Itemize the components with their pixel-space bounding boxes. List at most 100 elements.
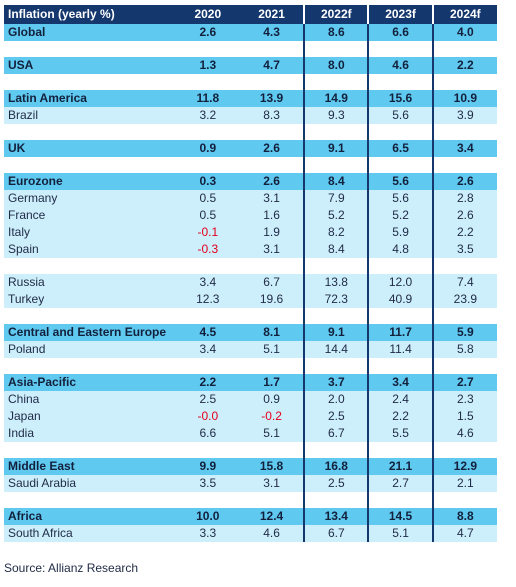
value-cell: 2.0 — [303, 391, 369, 408]
spacer-cell — [4, 124, 176, 140]
value-cell: 10.9 — [431, 90, 497, 107]
value-cell: 4.7 — [431, 525, 497, 542]
value-cell: 2.5 — [303, 475, 369, 492]
value-cell: 9.3 — [303, 107, 369, 124]
spacer-cell — [303, 74, 369, 90]
value-cell: 13.8 — [303, 274, 369, 291]
value-cell: 1.7 — [239, 374, 305, 391]
value-cell: 9.1 — [303, 324, 369, 341]
region-row: Global 2.6 4.3 8.6 6.6 4.0 — [4, 24, 497, 41]
spacer-row — [4, 41, 497, 57]
value-cell: 12.4 — [239, 508, 305, 525]
spacer-cell — [367, 157, 433, 173]
row-label: Brazil — [4, 107, 176, 124]
country-row: Germany 0.5 3.1 7.9 5.6 2.8 — [4, 190, 497, 207]
row-label: Germany — [4, 190, 176, 207]
value-cell: 2.7 — [431, 374, 497, 391]
value-cell: -0.3 — [175, 241, 240, 258]
spacer-row — [4, 308, 497, 324]
spacer-cell — [239, 358, 305, 374]
row-label: Spain — [4, 241, 176, 258]
spacer-cell — [4, 74, 176, 90]
country-row: South Africa 3.3 4.6 6.7 5.1 4.7 — [4, 525, 497, 542]
spacer-cell — [367, 74, 433, 90]
value-cell: 4.3 — [239, 24, 305, 41]
value-cell: 3.7 — [303, 374, 369, 391]
spacer-cell — [175, 258, 240, 274]
row-label: India — [4, 425, 176, 442]
spacer-cell — [175, 492, 240, 508]
value-cell: -0.0 — [175, 408, 240, 425]
value-cell: 2.2 — [431, 224, 497, 241]
row-label: China — [4, 391, 176, 408]
row-label: UK — [4, 140, 176, 157]
country-row: China 2.5 0.9 2.0 2.4 2.3 — [4, 391, 497, 408]
spacer-cell — [303, 442, 369, 458]
spacer-row — [4, 157, 497, 173]
value-cell: 3.5 — [175, 475, 240, 492]
value-cell: 3.4 — [175, 274, 240, 291]
value-cell: 10.0 — [175, 508, 240, 525]
spacer-row — [4, 358, 497, 374]
value-cell: 0.5 — [175, 207, 240, 224]
value-cell: 4.0 — [431, 24, 497, 41]
spacer-cell — [175, 124, 240, 140]
country-row: Spain -0.3 3.1 8.4 4.8 3.5 — [4, 241, 497, 258]
spacer-cell — [303, 157, 369, 173]
row-label: Global — [4, 24, 176, 41]
value-cell: 4.6 — [367, 57, 433, 74]
value-cell: 5.6 — [367, 190, 433, 207]
spacer-cell — [431, 308, 497, 324]
header-2020: 2020 — [175, 5, 240, 24]
spacer-cell — [367, 442, 433, 458]
value-cell: 8.0 — [303, 57, 369, 74]
country-row: Turkey 12.3 19.6 72.3 40.9 23.9 — [4, 291, 497, 308]
row-label: Central and Eastern Europe — [4, 324, 176, 341]
value-cell: 11.4 — [367, 341, 433, 358]
spacer-cell — [239, 157, 305, 173]
value-cell: 19.6 — [239, 291, 305, 308]
header-2021: 2021 — [239, 5, 305, 24]
spacer-cell — [431, 74, 497, 90]
value-cell: 16.8 — [303, 458, 369, 475]
spacer-cell — [175, 442, 240, 458]
value-cell: 5.1 — [367, 525, 433, 542]
table-body: Global 2.6 4.3 8.6 6.6 4.0 USA 1.3 4.7 8.0 4.6 2.2 L… — [4, 24, 497, 542]
value-cell: 1.3 — [175, 57, 240, 74]
country-row: Saudi Arabia 3.5 3.1 2.5 2.7 2.1 — [4, 475, 497, 492]
value-cell: 5.9 — [431, 324, 497, 341]
spacer-cell — [367, 41, 433, 57]
spacer-cell — [367, 258, 433, 274]
value-cell: 8.4 — [303, 173, 369, 190]
value-cell: 4.8 — [367, 241, 433, 258]
spacer-row — [4, 442, 497, 458]
value-cell: 4.5 — [175, 324, 240, 341]
value-cell: 3.2 — [175, 107, 240, 124]
value-cell: 2.5 — [303, 408, 369, 425]
spacer-cell — [303, 308, 369, 324]
value-cell: 3.4 — [367, 374, 433, 391]
value-cell: 8.2 — [303, 224, 369, 241]
country-row: Russia 3.4 6.7 13.8 12.0 7.4 — [4, 274, 497, 291]
spacer-cell — [431, 358, 497, 374]
country-row: Poland 3.4 5.1 14.4 11.4 5.8 — [4, 341, 497, 358]
value-cell: 3.3 — [175, 525, 240, 542]
value-cell: 12.0 — [367, 274, 433, 291]
value-cell: 6.7 — [303, 525, 369, 542]
spacer-cell — [4, 358, 176, 374]
value-cell: 8.6 — [303, 24, 369, 41]
spacer-cell — [175, 308, 240, 324]
value-cell: 7.4 — [431, 274, 497, 291]
spacer-cell — [431, 442, 497, 458]
value-cell: 5.2 — [367, 207, 433, 224]
value-cell: 2.2 — [367, 408, 433, 425]
value-cell: 3.4 — [175, 341, 240, 358]
value-cell: 2.2 — [431, 57, 497, 74]
value-cell: 72.3 — [303, 291, 369, 308]
value-cell: 6.6 — [367, 24, 433, 41]
value-cell: 2.8 — [431, 190, 497, 207]
region-row: Middle East 9.9 15.8 16.8 21.1 12.9 — [4, 458, 497, 475]
spacer-cell — [303, 492, 369, 508]
value-cell: 14.4 — [303, 341, 369, 358]
spacer-cell — [239, 442, 305, 458]
